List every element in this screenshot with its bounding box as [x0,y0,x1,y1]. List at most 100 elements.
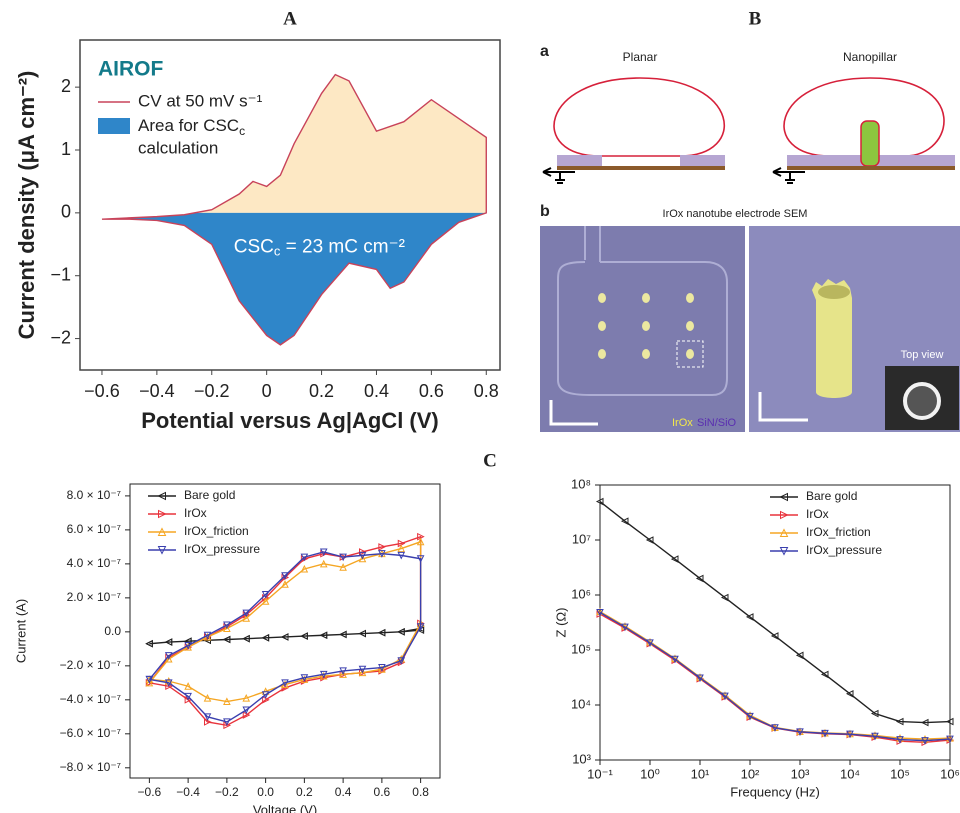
data-point [646,639,654,647]
x-tick-label: 0.8 [412,785,429,799]
x-tick-label: 0.6 [374,785,391,799]
panel-b: B a Planar Nanopillar b IrOx nanotube el… [540,8,960,432]
data-point [339,670,347,678]
x-tick-label: 0.6 [419,381,444,401]
legend-label: IrOx_pressure [184,542,260,556]
data-point [358,668,367,677]
data-point [378,543,386,551]
data-point [845,689,854,698]
data-point [339,553,348,561]
legend-label: IrOx [806,507,829,521]
y-axis-label: Current density (μA cm⁻²) [14,71,39,340]
data-point [223,621,231,630]
y-tick-label: −8.0 × 10⁻⁷ [60,760,121,774]
data-point [281,580,289,588]
data-point [184,641,192,650]
data-point [319,671,328,680]
series-line [101,73,487,346]
data-point [300,564,309,573]
area-annotation: CSCc = 23 mC cm⁻² [234,236,405,258]
y-tick-label: 0 [61,202,71,222]
legend-label-part: c [239,124,245,138]
data-point [921,734,929,743]
data-point [771,724,779,732]
legend-marker [157,546,167,555]
data-point [796,728,804,736]
x-tick-label: 10² [741,766,760,781]
data-point [300,553,309,562]
data-point [203,713,212,721]
y-tick-label: 6.0 × 10⁻⁷ [67,522,121,536]
data-point [946,735,954,744]
data-point [397,551,406,560]
data-point [184,682,192,690]
x-tick-label: 10⁻¹ [587,766,613,781]
legend-swatch [98,118,130,134]
sem-legend: IrOx [672,417,693,429]
data-point [920,718,929,727]
legend-marker [779,528,789,537]
legend-label: IrOx [184,506,207,520]
y-tick-label: 4.0 × 10⁻⁷ [67,556,121,570]
panel-label: A [283,8,297,29]
area-csc [101,212,487,345]
y-tick-label: 8.0 × 10⁻⁷ [67,488,121,502]
y-tick-label: 2 [61,76,71,96]
sub-label: a [540,43,549,60]
chart: 10⁻¹ 10⁰ 10¹ 10² 10³ 10⁴ 10⁵ 10⁶ 10³ 10⁴ 10⁵ 10⁶ 10⁷… [553,476,959,799]
annotation-part: CSC [234,236,274,257]
area-anodic [194,74,487,213]
data-point [145,639,153,648]
data-point [184,643,192,651]
legend-marker [158,509,167,519]
x-tick-label: −0.4 [139,381,175,401]
nanopillar-schematic [772,77,955,184]
chart: −0.6 −0.4 −0.2 0.0 0.2 0.4 0.6 0.8 −8.0 × 10⁻⁷ −6… [13,450,496,813]
data-point [145,675,154,684]
data-point [696,674,704,683]
legend-label: Bare gold [806,489,857,503]
x-tick-label: 0.0 [257,785,274,799]
data-point [300,675,309,683]
data-point [358,551,367,560]
schematic-label: Planar [623,50,658,64]
sem-title: IrOx nanotube electrode SEM [663,208,808,220]
data-point [242,706,251,715]
legend-label: IrOx_friction [806,525,871,539]
y-tick-label: −6.0 × 10⁻⁷ [60,726,121,740]
data-point [378,665,386,673]
plot-frame [599,484,951,761]
series-line [148,535,422,727]
chart: −0.6 −0.4 −0.2 0 0.2 0.4 0.6 0.8 −2 −1 0 1 2 Potentia… [14,8,501,433]
data-point [339,630,347,639]
data-point [280,633,289,641]
data-point [595,497,604,506]
data-point [300,674,309,682]
x-tick-label: −0.6 [84,381,120,401]
series-line [599,610,951,740]
data-point [795,651,804,660]
x-tick-label: 10⁴ [840,766,860,781]
planar-schematic [542,77,726,184]
legend-label: IrOx_friction [184,524,249,538]
annotation-part: = 23 mC cm⁻² [280,236,405,257]
series-line [599,613,951,743]
data-point [242,609,251,618]
data-point [596,609,604,617]
data-point [945,717,954,726]
x-tick-label: 10⁰ [640,766,660,781]
data-point [261,597,270,605]
x-tick-label: −0.4 [176,785,200,799]
legend-label: CV at 50 mV s⁻¹ [138,91,263,110]
data-point [695,574,704,583]
x-tick-label: 10¹ [691,766,710,781]
data-point [164,654,173,663]
data-point [319,631,328,640]
legend-marker [157,527,167,536]
data-point [745,613,754,621]
data-point [223,697,231,706]
data-point [871,732,879,741]
data-point [895,717,904,726]
y-tick-label: 10⁴ [571,696,591,711]
